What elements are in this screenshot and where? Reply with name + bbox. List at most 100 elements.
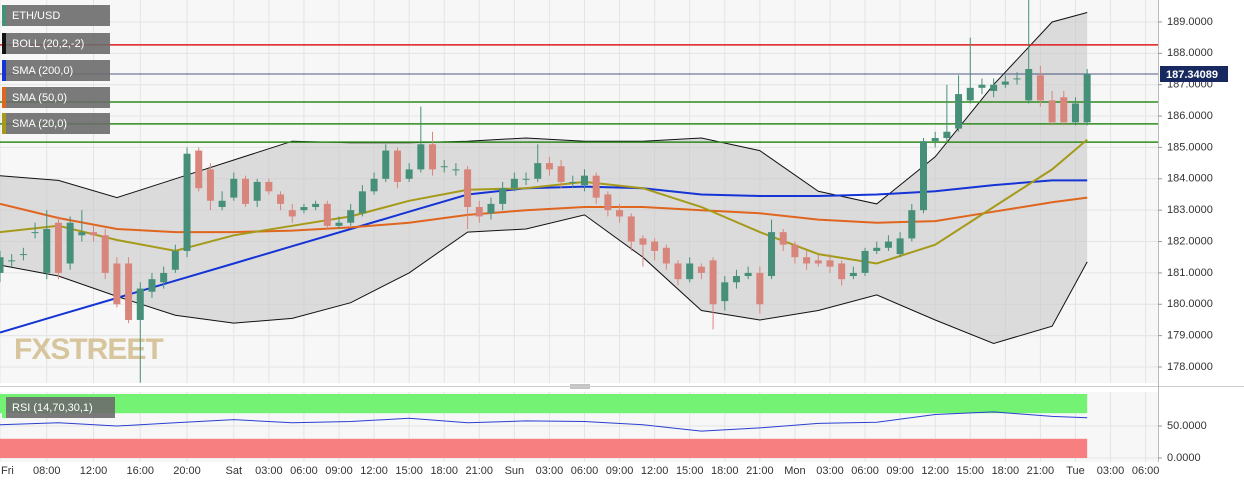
candle-body [195, 150, 203, 189]
y-tick-label: 179.0000 [1167, 330, 1213, 342]
candle-body [943, 131, 951, 139]
candle-body [709, 260, 717, 305]
x-tick-label: 12:00 [80, 465, 108, 477]
candle-body [90, 232, 98, 236]
candle-body [8, 260, 16, 262]
candle-body [744, 272, 752, 277]
x-tick-label: 21:00 [746, 465, 774, 477]
candle-body [1083, 74, 1091, 123]
x-tick-label: 15:00 [956, 465, 984, 477]
x-tick-label: 12:00 [641, 465, 669, 477]
candle-body [803, 257, 811, 264]
legend-box [2, 113, 110, 134]
candle-body [826, 260, 834, 267]
candle-body [966, 87, 974, 101]
y-tick-label: 180.0000 [1167, 298, 1213, 310]
candle-body [1048, 100, 1056, 123]
candle-body [697, 266, 705, 273]
candle-body [522, 178, 530, 180]
candle-body [101, 235, 109, 273]
candle-body [405, 169, 413, 179]
candle-body [475, 207, 483, 217]
x-tick-label: 06:00 [851, 465, 879, 477]
candle-body [358, 191, 366, 214]
legend-label: SMA (200,0) [12, 65, 73, 77]
candle-body [1071, 103, 1079, 123]
legend-box [2, 87, 110, 108]
candle-body [464, 169, 472, 208]
y-tick-label: 50.0000 [1167, 420, 1207, 432]
candle-body [639, 238, 647, 245]
candle-body [721, 282, 729, 302]
x-tick-label: 08:00 [33, 465, 61, 477]
candle-body [779, 232, 787, 245]
candle-body [206, 169, 214, 201]
legend-box [2, 5, 110, 26]
candle-body [347, 210, 355, 223]
candle-body [814, 260, 822, 264]
x-tick-label: 21:00 [466, 465, 494, 477]
last-price-tag [1160, 65, 1228, 82]
candle-body [686, 263, 694, 280]
candle-body [452, 169, 460, 171]
x-tick-label: 20:00 [173, 465, 201, 477]
oversold-zone [0, 438, 1088, 458]
rsi-line [0, 411, 1088, 432]
candle-body [312, 203, 320, 208]
legend-swatch [2, 60, 6, 81]
candle-body [674, 263, 682, 280]
y-tick-label: 0.0000 [1167, 452, 1201, 464]
legend-label: SMA (20,0) [12, 118, 67, 130]
legend-swatch [2, 87, 6, 108]
x-tick-label: 03:00 [536, 465, 564, 477]
y-tick-label: 182.0000 [1167, 235, 1213, 247]
x-tick-label: 12:00 [921, 465, 949, 477]
candle-body [265, 181, 273, 192]
candle-body [884, 241, 892, 248]
x-tick-label: 15:00 [676, 465, 704, 477]
candle-body [54, 222, 62, 273]
candle-body [300, 207, 308, 211]
candle-body [920, 141, 928, 211]
legend-label: BOLL (20,2,-2) [12, 38, 84, 50]
x-tick-label: 09:00 [325, 465, 353, 477]
candle-body [136, 288, 144, 320]
legend-label: ETH/USD [12, 10, 60, 22]
candle-body [323, 203, 331, 226]
candle-body [113, 263, 121, 305]
candle-body [510, 178, 518, 189]
candle-body [651, 241, 659, 251]
candle-body [908, 210, 916, 239]
legend-box [2, 60, 110, 81]
x-tick-label: 06:00 [571, 465, 599, 477]
candle-body [218, 200, 226, 208]
legend-label: RSI (14,70,30,1) [12, 402, 93, 414]
x-tick-label: 12:00 [360, 465, 388, 477]
candle-body [1001, 81, 1009, 85]
candle-body [557, 166, 565, 182]
x-tick-label: Mon [784, 465, 805, 477]
x-tick-label: 03:00 [816, 465, 844, 477]
candle-body [849, 272, 857, 277]
candle-body [499, 188, 507, 204]
candle-body [1025, 69, 1033, 101]
y-tick-label: 189.0000 [1167, 16, 1213, 28]
legend-box [2, 397, 115, 418]
candle-body [171, 250, 179, 270]
candle-body [487, 203, 495, 214]
candle-body [604, 194, 612, 211]
resize-handle[interactable] [570, 384, 590, 389]
x-tick-label: 21:00 [1027, 465, 1055, 477]
candle-body [393, 150, 401, 182]
legend-swatch [2, 397, 6, 418]
candle-body [43, 228, 51, 273]
x-tick-label: 16:00 [127, 465, 155, 477]
legend-box [2, 33, 110, 54]
candle-body [429, 144, 437, 170]
y-tick-label: 183.0000 [1167, 204, 1213, 216]
candle-body [768, 232, 776, 277]
x-tick-label: 18:00 [992, 465, 1020, 477]
band-lower [0, 214, 1088, 345]
candle-body [616, 210, 624, 217]
candle-body [791, 244, 799, 258]
